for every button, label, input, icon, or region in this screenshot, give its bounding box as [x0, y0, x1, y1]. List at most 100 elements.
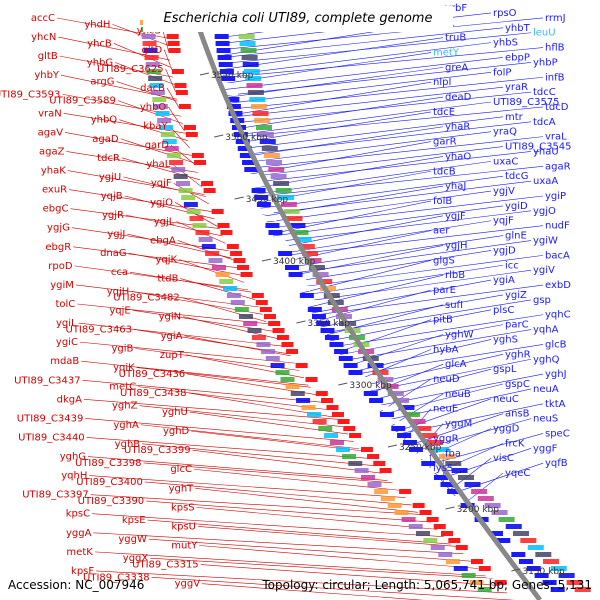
reverse-gene-label: yraQ — [493, 127, 517, 138]
category-feature — [491, 510, 508, 515]
forward-leader-line — [65, 132, 192, 156]
forward-gene-label: dacB — [140, 83, 165, 94]
forward-gene-label: yqjF — [151, 178, 172, 189]
reverse-feature — [526, 566, 541, 571]
forward-gene-label: yqhH — [61, 471, 87, 482]
reverse-gene-label: neuC — [493, 394, 519, 405]
reverse-leader-line — [425, 433, 544, 466]
category-feature — [469, 580, 484, 585]
forward-feature — [244, 279, 257, 284]
reverse-gene-label: UTI89_C3545 — [505, 142, 572, 153]
ruler-tick — [387, 444, 398, 448]
forward-gene-label: argG — [90, 77, 114, 88]
forward-feature — [236, 265, 249, 270]
ruler-label: 3350 kbp — [307, 319, 350, 329]
reverse-feature — [433, 475, 448, 480]
reverse-gene-label: fba — [445, 448, 461, 459]
forward-gene-label: zupT — [160, 350, 185, 361]
category-feature — [254, 118, 271, 123]
reverse-feature — [278, 251, 293, 256]
forward-gene-label: yghG — [60, 452, 86, 463]
forward-leader-line — [93, 532, 465, 555]
reverse-feature — [311, 314, 326, 319]
ruler-label: 3500 kbp — [225, 133, 268, 143]
reverse-leader-line — [237, 106, 544, 138]
category-feature — [263, 153, 280, 158]
forward-feature — [343, 426, 356, 431]
forward-gene-label: vraN — [38, 108, 62, 119]
category-feature — [145, 62, 160, 67]
reverse-leader-line — [343, 329, 532, 361]
reverse-leader-line — [357, 349, 432, 381]
category-feature — [215, 272, 230, 277]
reverse-leader-line — [277, 215, 444, 249]
forward-feature — [187, 139, 200, 144]
category-feature — [162, 139, 177, 144]
reverse-feature — [292, 279, 307, 284]
category-feature — [512, 531, 529, 536]
forward-leader-line — [73, 246, 238, 269]
forward-leader-line — [94, 551, 486, 577]
reverse-leader-line — [260, 175, 504, 209]
reverse-gene-label: frcK — [505, 438, 525, 449]
category-feature — [286, 216, 303, 221]
forward-leader-line — [143, 462, 394, 484]
category-feature — [195, 230, 210, 235]
reverse-feature — [259, 209, 274, 214]
reverse-gene-label: yghJ — [545, 369, 567, 380]
forward-leader-line — [146, 500, 431, 523]
forward-gene-label: UTI89_C3338 — [83, 572, 150, 583]
category-feature — [423, 538, 438, 543]
reverse-feature — [256, 202, 271, 207]
forward-feature — [326, 405, 339, 410]
category-feature — [324, 433, 339, 438]
category-feature — [183, 202, 198, 207]
forward-feature — [321, 398, 334, 403]
forward-gene-label: UTI89_C3400 — [76, 477, 143, 488]
reverse-feature — [271, 237, 286, 242]
reverse-gene-label: UTI89_C3575 — [493, 97, 560, 108]
reverse-gene-label: yqhA — [533, 325, 559, 336]
ruler-tick — [338, 382, 348, 386]
forward-feature — [185, 132, 198, 137]
forward-leader-line — [173, 182, 210, 205]
reverse-feature — [421, 461, 436, 466]
forward-feature — [276, 335, 289, 340]
reverse-gene-label: rlbB — [445, 270, 465, 281]
category-feature — [247, 90, 264, 95]
category-feature — [243, 321, 258, 326]
forward-gene-label: UTI89_C3438 — [120, 388, 187, 399]
reverse-gene-label: neuA — [533, 384, 559, 395]
category-feature — [342, 454, 357, 459]
reverse-gene-label: ygiA — [493, 275, 515, 286]
forward-feature — [331, 412, 344, 417]
reverse-leader-line — [353, 344, 544, 375]
forward-gene-label: ygiC — [56, 337, 78, 348]
reverse-gene-label: greA — [445, 62, 468, 73]
forward-gene-label: tolC — [55, 299, 75, 310]
reverse-gene-label: rrmJ — [545, 13, 566, 24]
forward-gene-label: yhaK — [41, 166, 66, 177]
forward-feature — [349, 433, 362, 438]
forward-gene-label: UTI89_C3436 — [119, 369, 186, 380]
category-feature — [205, 251, 220, 256]
forward-gene-label: kpsE — [122, 515, 146, 526]
reverse-feature — [223, 90, 238, 95]
forward-feature — [379, 468, 392, 473]
reverse-feature — [496, 538, 511, 543]
reverse-gene-label: parE — [433, 285, 456, 296]
category-feature — [301, 405, 316, 410]
category-feature — [171, 167, 186, 172]
forward-gene-label: cca — [111, 267, 128, 278]
forward-feature — [263, 314, 276, 319]
forward-leader-line — [150, 557, 493, 579]
category-feature — [393, 398, 410, 403]
forward-feature — [223, 237, 236, 242]
reverse-feature — [402, 440, 417, 445]
forward-gene-label: yhbG — [87, 57, 113, 68]
category-feature — [484, 503, 501, 508]
forward-leader-line — [144, 481, 412, 506]
forward-gene-label: yqjE — [109, 305, 130, 316]
ruler-label: 3550 kbp — [211, 71, 254, 81]
category-feature — [268, 167, 285, 172]
